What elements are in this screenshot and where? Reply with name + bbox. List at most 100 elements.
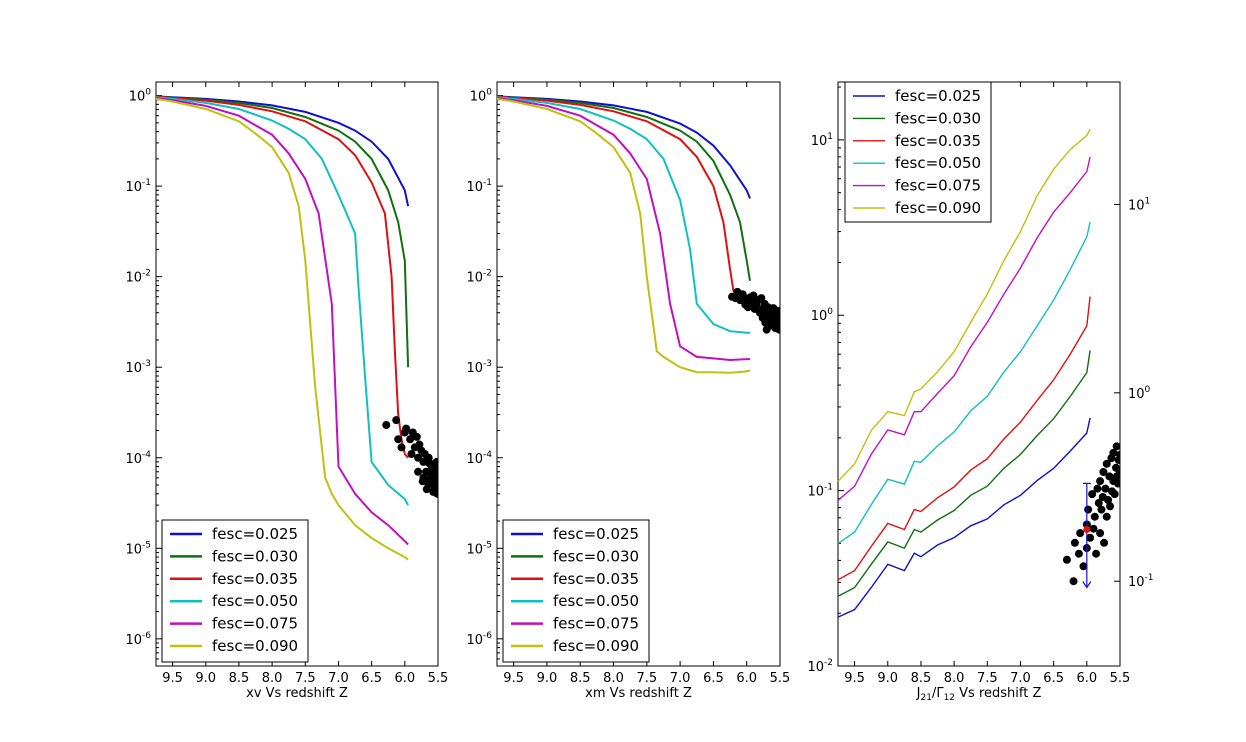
x-tick-label: 5.5	[428, 671, 449, 686]
x-tick-label: 7.5	[636, 671, 657, 686]
observed-point	[765, 318, 774, 327]
observed-point	[419, 473, 428, 482]
legend: fesc=0.025 fesc=0.030 fesc=0.035 fesc=0.050…	[844, 81, 992, 223]
x-tick-label: 6.0	[1076, 671, 1097, 686]
observed-points	[1062, 442, 1120, 586]
observed-point	[1102, 512, 1111, 521]
observed-point	[397, 443, 406, 452]
y-tick-label: 100	[129, 88, 152, 105]
legend-entry: fesc=0.075	[895, 177, 981, 195]
legend-box	[844, 81, 992, 223]
y-tick-label: 10-2	[125, 269, 151, 286]
x-tick-label: 7.0	[1010, 671, 1031, 686]
observed-point	[394, 435, 403, 444]
observed-point	[1109, 448, 1118, 457]
y-tick-label: 10-3	[125, 359, 151, 376]
observed-point	[1070, 538, 1079, 547]
observed-point	[1074, 549, 1083, 558]
observed-point	[1086, 533, 1095, 542]
observed-point	[407, 450, 416, 459]
legend: fesc=0.025 fesc=0.030 fesc=0.035 fesc=0.050…	[502, 519, 650, 663]
observed-point	[774, 306, 780, 315]
x-tick-label: 5.5	[770, 671, 791, 686]
plot-frame	[155, 81, 439, 667]
series-line-fesc-0.035	[155, 95, 409, 459]
x-tick-label: 6.0	[736, 671, 757, 686]
legend-entry: fesc=0.090	[895, 199, 981, 217]
x-tick-label: 9.0	[877, 671, 898, 686]
observed-point	[426, 460, 435, 469]
series-line-fesc-0.035	[837, 296, 1091, 581]
x-tick-label: 9.5	[503, 671, 524, 686]
highlight-point	[1083, 526, 1091, 534]
legend-entry: fesc=0.025	[895, 87, 981, 105]
observed-point	[1069, 577, 1078, 586]
legend-box	[502, 519, 650, 663]
y-tick-label: 10-2	[807, 658, 833, 675]
x-tick-label: 9.5	[844, 671, 865, 686]
observed-point	[771, 324, 780, 333]
observed-point	[1112, 442, 1120, 451]
series-line-fesc-0.090	[155, 97, 409, 561]
observed-point	[1088, 490, 1097, 499]
series-line-fesc-0.075	[155, 97, 409, 546]
observed-points	[382, 416, 438, 498]
y-tick-label: 10-1	[466, 178, 492, 195]
series-line-fesc-0.030	[837, 350, 1091, 597]
x-tick-label: 8.5	[911, 671, 932, 686]
legend-box	[161, 519, 309, 663]
observed-point	[406, 435, 415, 444]
series-line-fesc-0.025	[837, 417, 1091, 618]
x-axis-label: J21/Γ12 Vs redshift Z	[916, 686, 1042, 703]
series-line-fesc-0.090	[496, 97, 751, 374]
observed-points	[728, 287, 780, 334]
observed-point	[1096, 529, 1105, 538]
observed-point	[382, 421, 391, 430]
y-tick-label: 10-1	[125, 178, 151, 195]
observed-point	[1090, 512, 1099, 521]
observed-point	[1099, 468, 1108, 477]
observed-point	[1116, 450, 1120, 459]
y-tick-label: 10-4	[125, 450, 151, 467]
series-line-fesc-0.035	[496, 95, 751, 307]
y-tick-label: 101	[811, 132, 833, 149]
legend-entry: fesc=0.090	[553, 637, 639, 655]
chart-panel-2: 9.5 9.0 8.5 8.0 7.5 7.0 6.5 6.0 5.5 100 10-1 10-2 10…	[466, 81, 791, 701]
legend-entry: fesc=0.030	[895, 109, 981, 127]
legend-entry: fesc=0.050	[895, 154, 981, 172]
observed-point	[422, 485, 431, 494]
observed-point	[1104, 495, 1113, 504]
x-tick-label: 8.0	[262, 671, 283, 686]
y-tick-label: 10-5	[125, 540, 151, 557]
y-tick-label: 10-5	[466, 540, 492, 557]
legend-entry: fesc=0.050	[553, 592, 639, 610]
observed-point	[1094, 499, 1103, 508]
plot-frame	[496, 81, 781, 667]
y-tick-label: 10-6	[125, 631, 151, 648]
legend: fesc=0.025 fesc=0.030 fesc=0.035 fesc=0.050…	[161, 519, 309, 663]
observed-point	[1096, 477, 1105, 486]
observed-point	[1114, 479, 1120, 488]
x-tick-label: 6.0	[394, 671, 415, 686]
x-tick-label: 9.5	[162, 671, 183, 686]
legend-entry: fesc=0.025	[553, 525, 639, 543]
observed-point	[1102, 459, 1111, 468]
right-y-tick-label: 10-1	[1128, 573, 1154, 590]
x-tick-label: 8.0	[944, 671, 965, 686]
y-tick-label: 10-6	[466, 631, 492, 648]
x-tick-label: 7.5	[295, 671, 316, 686]
x-tick-label: 6.5	[361, 671, 382, 686]
chart-panel-3: 9.5 9.0 8.5 8.0 7.5 7.0 6.5 6.0 5.5 101 100 10-1 10-…	[807, 81, 1154, 703]
observed-point	[415, 440, 424, 449]
x-tick-label: 7.0	[670, 671, 691, 686]
x-tick-label: 5.5	[1110, 671, 1131, 686]
y-tick-label: 100	[470, 88, 493, 105]
x-axis-label: xm Vs redshift Z	[585, 686, 692, 701]
x-tick-label: 8.5	[570, 671, 591, 686]
observed-point	[757, 294, 766, 303]
right-y-tick-label: 101	[1128, 196, 1150, 213]
legend-entry: fesc=0.025	[212, 525, 298, 543]
legend-entry: fesc=0.075	[553, 615, 639, 633]
series-line-fesc-0.075	[496, 97, 750, 362]
